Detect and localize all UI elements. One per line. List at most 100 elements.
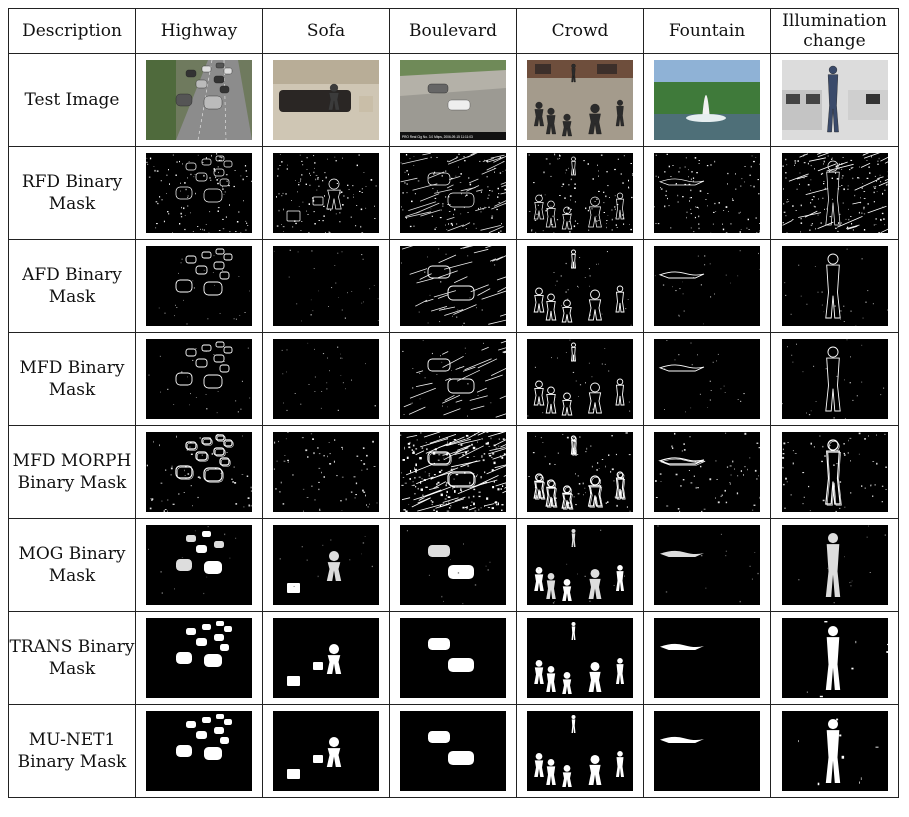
cell-sofa <box>262 332 390 426</box>
binary-mask-image <box>644 432 770 512</box>
cell-illum <box>770 53 899 147</box>
cell-sofa <box>262 611 390 705</box>
cell-highway <box>135 518 263 612</box>
cell-illum <box>770 146 899 240</box>
cell-illum <box>770 611 899 705</box>
binary-mask-image <box>136 432 262 512</box>
binary-mask-image <box>517 525 643 605</box>
row-label: RFD Binary Mask <box>8 146 136 240</box>
binary-mask-image <box>263 246 389 326</box>
binary-mask-image <box>517 339 643 419</box>
cell-crowd <box>516 239 644 333</box>
cell-sofa <box>262 53 390 147</box>
table-row: TRANS Binary Mask <box>8 611 899 705</box>
col-header-boulevard: Boulevard <box>389 8 517 54</box>
cell-fountain <box>643 704 771 798</box>
cell-highway <box>135 332 263 426</box>
cell-fountain <box>643 332 771 426</box>
binary-mask-image <box>771 432 898 512</box>
cell-boulevard <box>389 518 517 612</box>
table-row: AFD Binary Mask <box>8 239 899 333</box>
binary-mask-image <box>644 339 770 419</box>
cell-crowd <box>516 704 644 798</box>
cell-illum <box>770 239 899 333</box>
cell-boulevard <box>389 611 517 705</box>
binary-mask-image <box>517 711 643 791</box>
row-label: MU-NET1 Binary Mask <box>8 704 136 798</box>
cell-crowd <box>516 518 644 612</box>
binary-mask-image <box>136 525 262 605</box>
binary-mask-image <box>771 525 898 605</box>
binary-mask-image <box>644 246 770 326</box>
binary-mask-image <box>263 618 389 698</box>
test-image: PRO Real Cig No. 3.0 Mbps, 2006-09-15 11… <box>390 60 516 140</box>
col-header-crowd: Crowd <box>516 8 644 54</box>
cell-fountain <box>643 425 771 519</box>
row-label: AFD Binary Mask <box>8 239 136 333</box>
test-image <box>644 60 770 140</box>
cell-highway <box>135 611 263 705</box>
binary-mask-image <box>136 246 262 326</box>
test-image <box>771 60 898 140</box>
binary-mask-image <box>390 711 516 791</box>
cell-illum <box>770 518 899 612</box>
row-label: MOG Binary Mask <box>8 518 136 612</box>
cell-boulevard: PRO Real Cig No. 3.0 Mbps, 2006-09-15 11… <box>389 53 517 147</box>
table-row: MFD MORPH Binary Mask <box>8 425 899 519</box>
cell-fountain <box>643 146 771 240</box>
cell-boulevard <box>389 239 517 333</box>
row-label: TRANS Binary Mask <box>8 611 136 705</box>
col-header-highway: Highway <box>135 8 263 54</box>
binary-mask-image <box>390 246 516 326</box>
binary-mask-image <box>771 711 898 791</box>
binary-mask-image <box>517 618 643 698</box>
binary-mask-image <box>136 711 262 791</box>
binary-mask-image <box>771 153 898 233</box>
binary-mask-image <box>136 153 262 233</box>
cell-crowd <box>516 425 644 519</box>
cell-sofa <box>262 146 390 240</box>
test-image <box>263 60 389 140</box>
col-header-illumination-change: Illumination change <box>770 8 899 54</box>
cell-boulevard <box>389 146 517 240</box>
binary-mask-image <box>771 339 898 419</box>
row-label: MFD MORPH Binary Mask <box>8 425 136 519</box>
binary-mask-image <box>136 339 262 419</box>
binary-mask-image <box>263 339 389 419</box>
binary-mask-image <box>390 432 516 512</box>
cell-crowd <box>516 146 644 240</box>
cell-fountain <box>643 611 771 705</box>
binary-mask-image <box>263 432 389 512</box>
binary-mask-image <box>390 153 516 233</box>
col-header-description: Description <box>8 8 136 54</box>
cell-boulevard <box>389 704 517 798</box>
svg-text:PRO Real Cig No. 3.0 Mbps, 200: PRO Real Cig No. 3.0 Mbps, 2006-09-15 11… <box>402 135 473 139</box>
cell-sofa <box>262 704 390 798</box>
binary-mask-image <box>771 618 898 698</box>
binary-mask-image <box>263 153 389 233</box>
table-row: RFD Binary Mask <box>8 146 899 240</box>
cell-boulevard <box>389 332 517 426</box>
cell-sofa <box>262 239 390 333</box>
cell-fountain <box>643 518 771 612</box>
binary-mask-image <box>644 153 770 233</box>
binary-mask-image <box>390 618 516 698</box>
table-row: MOG Binary Mask <box>8 518 899 612</box>
cell-highway <box>135 53 263 147</box>
cell-crowd <box>516 332 644 426</box>
cell-illum <box>770 704 899 798</box>
table-row: Test Image PRO Real Cig No. 3.0 Mbps, 200… <box>8 53 899 147</box>
cell-fountain <box>643 239 771 333</box>
cell-illum <box>770 425 899 519</box>
table-row: MFD Binary Mask <box>8 332 899 426</box>
cell-highway <box>135 239 263 333</box>
cell-sofa <box>262 425 390 519</box>
cell-crowd <box>516 53 644 147</box>
binary-mask-image <box>136 618 262 698</box>
cell-highway <box>135 425 263 519</box>
binary-mask-image <box>644 525 770 605</box>
test-image <box>136 60 262 140</box>
row-label: MFD Binary Mask <box>8 332 136 426</box>
cell-fountain <box>643 53 771 147</box>
col-header-sofa: Sofa <box>262 8 390 54</box>
